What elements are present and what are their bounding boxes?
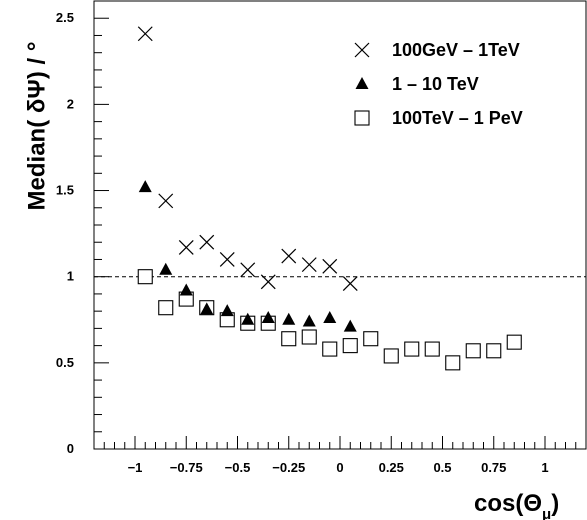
y-tick-label: 2.5 <box>56 10 74 25</box>
legend-item: 1 – 10 TeV <box>355 74 479 94</box>
x-tick-label: −0.25 <box>272 460 305 475</box>
cross-point <box>178 239 194 255</box>
square-point <box>342 338 358 354</box>
square-point <box>301 329 317 345</box>
x-tick-label: −0.75 <box>170 460 203 475</box>
square-point <box>322 341 338 357</box>
square-point <box>363 331 379 347</box>
triangle-point <box>220 304 234 317</box>
x-axis-title-subscript: μ <box>542 506 551 520</box>
triangle-point <box>241 312 255 325</box>
cross-point-stroke <box>199 234 215 250</box>
legend-triangle-marker <box>355 77 369 89</box>
legend-label: 100TeV – 1 PeV <box>392 108 523 128</box>
cross-point-stroke <box>260 274 276 290</box>
square-point <box>158 300 174 316</box>
square-point <box>404 341 420 357</box>
cross-point <box>240 262 256 278</box>
y-tick-label: 2 <box>67 96 74 111</box>
series-triangle <box>138 180 357 332</box>
cross-point-stroke <box>240 262 256 278</box>
cross-point-stroke <box>301 257 317 273</box>
x-tick-label: 0.5 <box>433 460 451 475</box>
cross-point-stroke <box>178 239 194 255</box>
legend: 100GeV – 1TeV 1 – 10 TeV 100TeV – 1 PeV <box>354 40 523 128</box>
square-point <box>281 331 297 347</box>
triangle-point <box>261 311 275 324</box>
legend-item: 100GeV – 1TeV <box>354 40 520 60</box>
y-axis-title: Median( δΨ) / ° <box>23 42 50 211</box>
cross-point <box>219 252 235 267</box>
cross-point <box>301 257 317 273</box>
cross-point <box>260 274 276 290</box>
y-tick-label: 1.5 <box>56 183 74 198</box>
cross-point <box>342 276 358 292</box>
x-axis-title: cos(Θμ) <box>474 490 559 520</box>
marks-layer <box>137 26 522 371</box>
x-tick-label: 1 <box>541 460 548 475</box>
x-tick-label: −0.5 <box>225 460 251 475</box>
cross-point-stroke <box>219 252 235 267</box>
triangle-point <box>302 314 316 327</box>
square-point <box>137 269 153 285</box>
y-tick-label: 1 <box>67 269 74 284</box>
legend-label: 1 – 10 TeV <box>392 74 479 94</box>
y-tick-label: 0.5 <box>56 355 74 370</box>
plot-frame <box>93 0 587 450</box>
cross-point <box>158 193 174 209</box>
series-square <box>137 269 522 371</box>
x-tick-label: −1 <box>128 460 143 475</box>
y-tick-label: 0 <box>67 441 74 456</box>
cross-point-stroke <box>342 276 358 292</box>
x-axis-title-close: ) <box>551 490 559 517</box>
cross-point-stroke <box>281 248 297 264</box>
cross-point <box>281 248 297 264</box>
triangle-point <box>282 312 296 325</box>
ticks-layer: 0 0.5 1 1.5 2 2.5 −1 −0.75 −0.5 −0.25 0 0.25 0.5 0.75… <box>56 0 587 475</box>
legend-square-marker <box>354 110 370 126</box>
square-point <box>465 343 481 359</box>
triangle-point <box>200 302 214 315</box>
square-point <box>486 343 502 359</box>
legend-item: 100TeV – 1 PeV <box>354 108 523 128</box>
axes-frame <box>93 0 587 450</box>
triangle-point <box>138 180 152 193</box>
x-tick-label: 0.75 <box>481 460 506 475</box>
cross-point-stroke <box>322 258 338 274</box>
legend-label: 100GeV – 1TeV <box>392 40 520 60</box>
series-cross <box>137 26 358 292</box>
square-point <box>383 348 399 364</box>
x-axis-title-main: cos(Θ <box>474 490 542 517</box>
triangle-point <box>323 311 337 324</box>
cross-point <box>199 234 215 250</box>
cross-point-stroke <box>137 26 153 42</box>
square-point <box>424 341 440 357</box>
x-tick-label: 0 <box>336 460 343 475</box>
x-tick-label: 0.25 <box>379 460 404 475</box>
triangle-point <box>159 262 173 275</box>
triangle-point <box>179 283 193 296</box>
cross-point-stroke <box>158 193 174 209</box>
legend-cross-marker-stroke <box>354 42 370 58</box>
square-point <box>506 334 522 350</box>
legend-cross-marker <box>354 42 370 58</box>
square-point <box>445 355 461 371</box>
cross-point <box>137 26 153 42</box>
triangle-point <box>343 319 357 332</box>
cross-point <box>322 258 338 274</box>
